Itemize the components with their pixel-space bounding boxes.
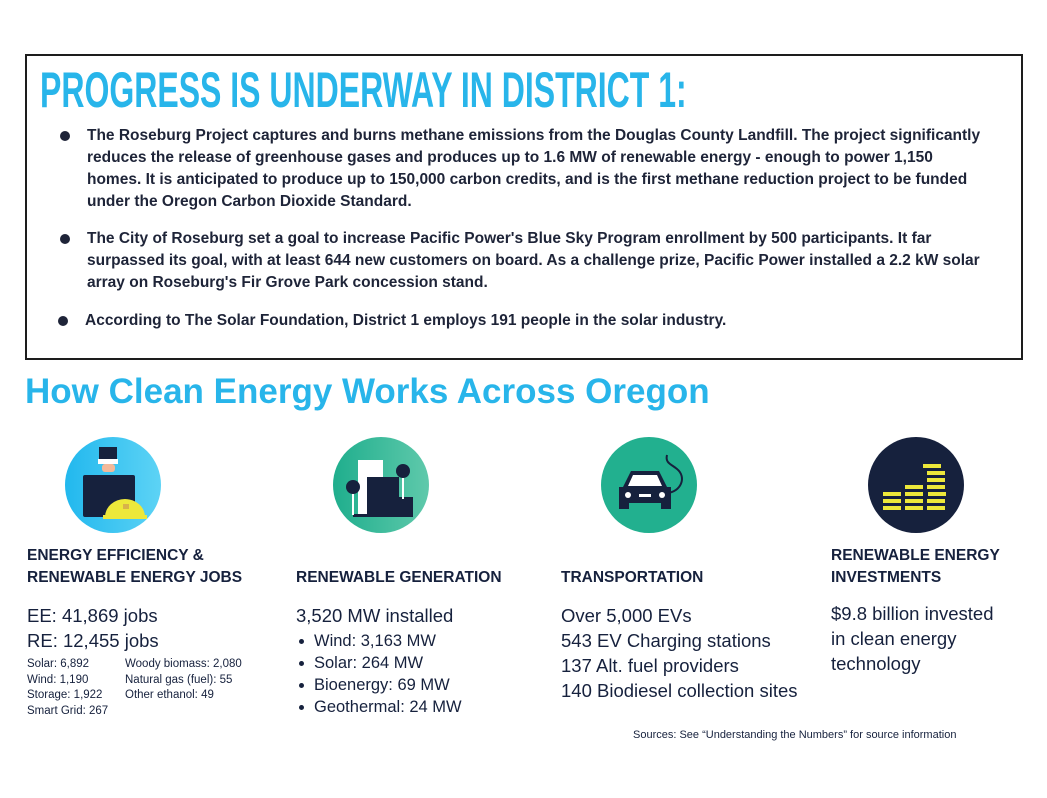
investment-line: in clean energy — [831, 628, 957, 649]
investments-column: RENEWABLE ENERGY INVESTMENTS $9.8 billion… — [831, 545, 1000, 676]
heading-line: TRANSPORTATION — [561, 569, 704, 586]
jobs-breakdown: Other ethanol: 49 — [125, 689, 214, 701]
heading-line: RENEWABLE ENERGY JOBS — [27, 569, 243, 586]
transportation-item: 140 Biodiesel collection sites — [561, 680, 798, 701]
investment-line: technology — [831, 653, 921, 674]
re-jobs: RE: 12,455 jobs — [27, 630, 159, 651]
briefcase-hardhat-icon — [65, 437, 161, 533]
generation-item: Solar: 264 MW — [296, 652, 502, 674]
generation-total: 3,520 MW installed — [296, 605, 454, 626]
jobs-breakdown: Storage: 1,922 — [27, 689, 103, 701]
investment-line: $9.8 billion invested — [831, 603, 994, 624]
coin-stacks-icon — [868, 437, 964, 533]
bullet-dot — [58, 316, 68, 326]
transportation-column: TRANSPORTATION Over 5,000 EVs 543 EV Cha… — [561, 545, 798, 703]
transportation-heading: TRANSPORTATION — [561, 545, 798, 589]
district-title: PROGRESS IS UNDERWAY IN DISTRICT 1: — [40, 62, 687, 118]
electric-car-icon — [601, 437, 697, 533]
jobs-breakdown: Solar: 6,892 — [27, 658, 90, 670]
heading-line: RENEWABLE ENERGY — [831, 547, 1000, 564]
bullet-dot — [60, 131, 70, 141]
district-box — [25, 54, 1023, 360]
generation-column: RENEWABLE GENERATION 3,520 MW installed … — [296, 545, 502, 718]
sources-note: Sources: See “Understanding the Numbers”… — [633, 729, 957, 741]
jobs-breakdown: Wind: 1,190 — [27, 673, 89, 686]
bullet-item: The City of Roseburg set a goal to incre… — [60, 228, 987, 294]
bullet-item: The Roseburg Project captures and burns … — [60, 125, 987, 213]
transportation-item: 137 Alt. fuel providers — [561, 655, 739, 676]
heading-line: ENERGY EFFICIENCY & — [27, 547, 204, 564]
jobs-heading: ENERGY EFFICIENCY & RENEWABLE ENERGY JOBS — [27, 545, 242, 589]
buildings-wind-turbine-icon — [333, 437, 429, 533]
generation-heading: RENEWABLE GENERATION — [296, 545, 502, 589]
section-title: How Clean Energy Works Across Oregon — [25, 372, 710, 411]
bullet-text: The Roseburg Project captures and burns … — [87, 127, 981, 210]
jobs-column: ENERGY EFFICIENCY & RENEWABLE ENERGY JOBS… — [27, 545, 242, 719]
bullet-text: The City of Roseburg set a goal to incre… — [87, 230, 980, 291]
heading-line: INVESTMENTS — [831, 569, 942, 586]
bullet-item: According to The Solar Foundation, Distr… — [58, 310, 985, 332]
investments-heading: RENEWABLE ENERGY INVESTMENTS — [831, 545, 1000, 589]
bullet-text: According to The Solar Foundation, Distr… — [85, 312, 727, 329]
jobs-breakdown: Smart Grid: 267 — [27, 704, 109, 717]
bullet-dot — [60, 234, 70, 244]
jobs-breakdown: Woody biomass: 2,080 — [125, 658, 242, 670]
transportation-item: 543 EV Charging stations — [561, 630, 771, 651]
ee-jobs: EE: 41,869 jobs — [27, 605, 158, 626]
transportation-item: Over 5,000 EVs — [561, 605, 692, 626]
generation-item: Wind: 3,163 MW — [296, 630, 502, 652]
jobs-breakdown: Natural gas (fuel): 55 — [125, 673, 233, 686]
generation-item: Geothermal: 24 MW — [296, 696, 502, 718]
heading-line: RENEWABLE GENERATION — [296, 569, 502, 586]
generation-item: Bioenergy: 69 MW — [296, 674, 502, 696]
